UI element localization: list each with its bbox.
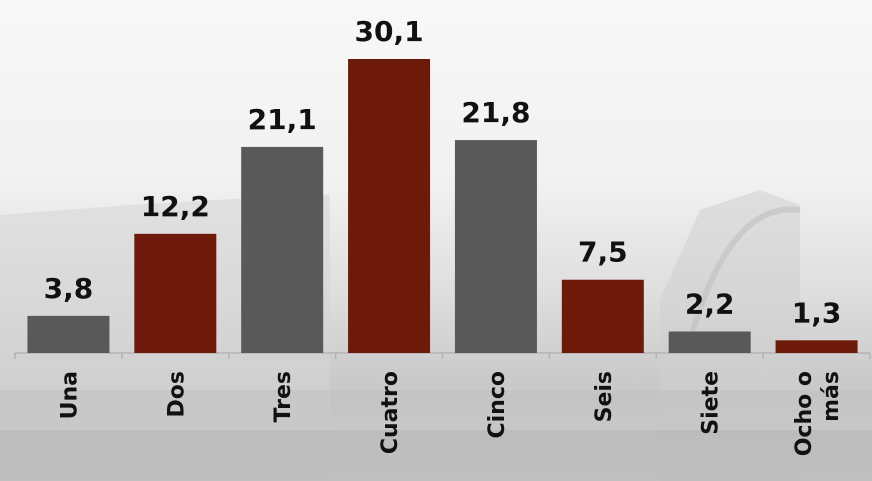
category-label-5: Cinco	[485, 371, 510, 439]
category-label-line: Dos	[164, 371, 189, 417]
bar-8	[775, 340, 858, 353]
category-label-6: Seis	[592, 371, 617, 422]
category-label-4: Cuatro	[378, 371, 403, 454]
value-label-8: 1,3	[792, 296, 842, 329]
value-label-7: 2,2	[685, 288, 735, 321]
category-label-line: Seis	[592, 371, 617, 422]
bar-5	[454, 140, 537, 353]
bar-2	[134, 233, 217, 353]
value-label-6: 7,5	[578, 236, 628, 269]
value-label-3: 21,1	[248, 103, 317, 136]
category-label-line: Siete	[699, 371, 724, 435]
category-label-line: más	[819, 371, 844, 422]
category-label-1: Una	[57, 371, 82, 419]
value-label-5: 21,8	[461, 96, 530, 129]
value-label-4: 30,1	[355, 15, 424, 48]
category-label-line: Una	[57, 371, 82, 419]
category-label-3: Tres	[271, 371, 296, 422]
bar-1	[27, 315, 110, 353]
category-label-line: Ocho o	[792, 371, 817, 456]
category-label-line: Cinco	[485, 371, 510, 439]
category-label-7: Siete	[699, 371, 724, 435]
value-label-2: 12,2	[141, 190, 210, 223]
bar-7	[668, 331, 751, 353]
category-label-8: Ocho omás	[792, 371, 844, 456]
bar-4	[348, 59, 431, 353]
category-label-line: Cuatro	[378, 371, 403, 454]
bar-6	[561, 279, 644, 353]
category-label-2: Dos	[164, 371, 189, 417]
bar-3	[241, 146, 324, 353]
category-label-line: Tres	[271, 371, 296, 422]
value-label-1: 3,8	[44, 272, 94, 305]
